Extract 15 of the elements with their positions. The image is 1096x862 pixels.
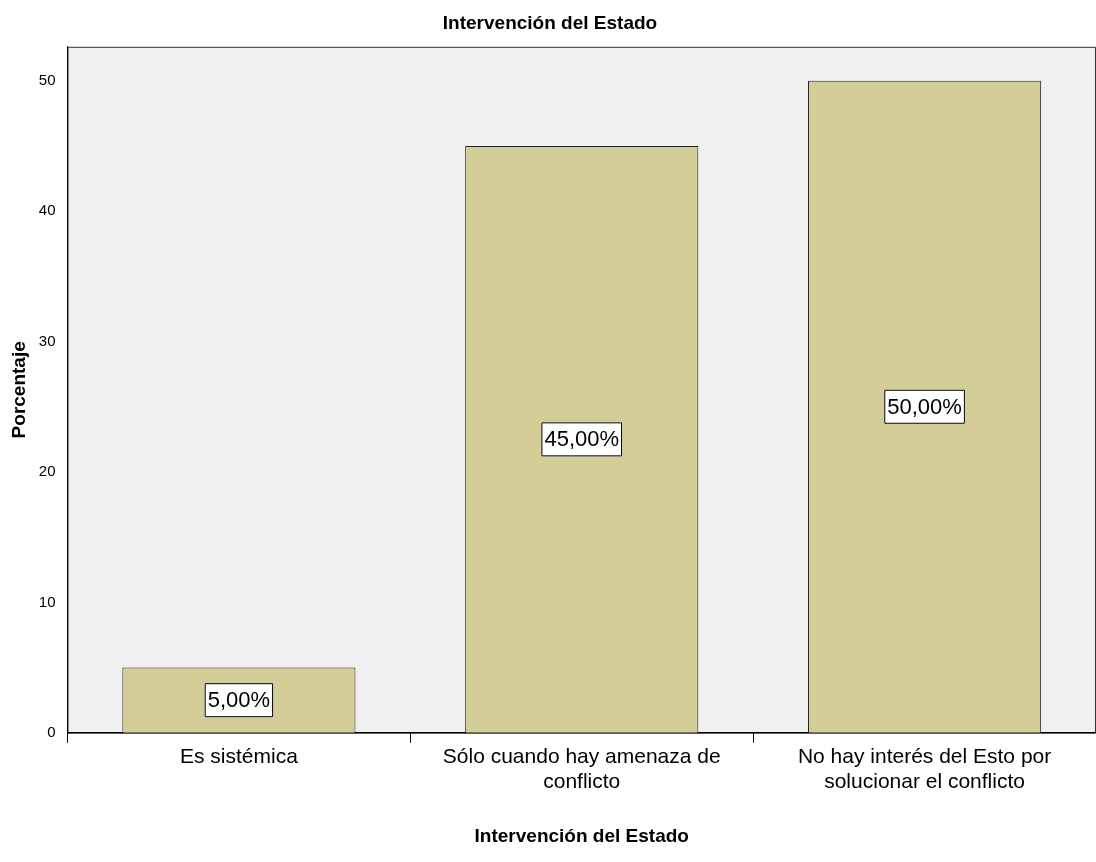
x-tick-label: No hay interés del Esto por solucionar el conflicto (797, 744, 1052, 793)
y-tick-label: 10 (38, 592, 56, 610)
data-label: 5,00% (207, 687, 271, 713)
y-tick-label: 40 (38, 201, 56, 219)
x-tick-label: Es sistémica (179, 744, 299, 768)
y-axis-title: Porcentaje (7, 341, 29, 439)
x-axis-title: Intervención del Estado (474, 824, 689, 846)
y-tick-label: 50 (38, 70, 56, 88)
y-tick-label: 20 (38, 462, 56, 480)
chart-title: Intervención del Estado (442, 11, 658, 33)
data-label: 45,00% (544, 426, 620, 452)
data-label: 50,00% (887, 393, 962, 419)
y-tick-label: 0 (47, 722, 56, 740)
y-tick-label: 30 (38, 331, 56, 349)
x-tick-label: Sólo cuando hay amenaza de conflicto (442, 744, 721, 793)
